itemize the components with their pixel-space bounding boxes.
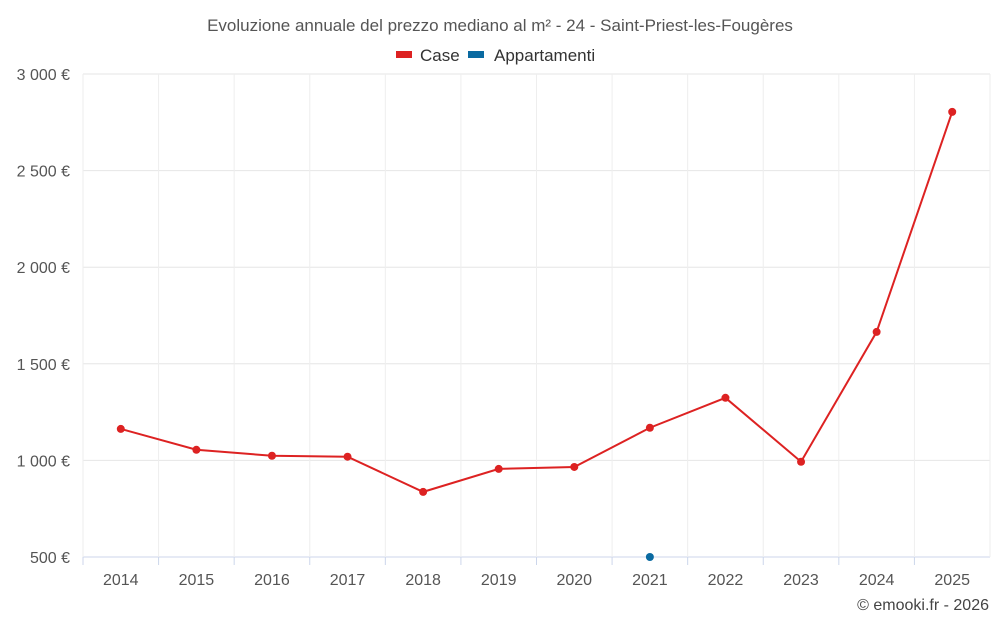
x-tick-label: 2020 <box>556 572 592 589</box>
legend-swatch <box>396 51 412 58</box>
data-point[interactable] <box>872 327 881 336</box>
x-axis: 2014 2015 2016 2017 2018 2019 2020 2021 2022 2023… <box>82 557 970 589</box>
x-tick-label: 2021 <box>632 572 668 589</box>
y-tick-label: 1 000 € <box>17 453 70 470</box>
x-tick-label: 2019 <box>481 572 517 589</box>
grid <box>82 73 991 558</box>
data-point[interactable] <box>419 487 428 496</box>
legend-swatch <box>468 51 484 58</box>
y-tick-label: 1 500 € <box>17 357 70 374</box>
y-tick-label: 500 € <box>30 550 70 567</box>
data-point[interactable] <box>192 445 201 454</box>
legend: Case Appartamenti <box>396 46 595 65</box>
x-tick-label: 2018 <box>405 572 441 589</box>
x-tick-label: 2016 <box>254 572 290 589</box>
data-point[interactable] <box>570 462 579 471</box>
y-tick-label: 2 000 € <box>17 260 70 277</box>
x-tick-label: 2022 <box>708 572 744 589</box>
data-point[interactable] <box>343 452 352 461</box>
chart-title: Evoluzione annuale del prezzo mediano al… <box>207 16 793 35</box>
y-tick-label: 3 000 € <box>17 67 70 84</box>
x-tick-label: 2023 <box>783 572 819 589</box>
data-point[interactable] <box>797 457 806 466</box>
legend-item-case[interactable]: Case <box>396 46 460 65</box>
x-tick-label: 2025 <box>934 572 970 589</box>
x-tick-label: 2017 <box>330 572 366 589</box>
x-tick-label: 2024 <box>859 572 895 589</box>
series <box>116 107 957 561</box>
data-point[interactable] <box>116 424 125 433</box>
x-tick-label: 2015 <box>179 572 215 589</box>
y-tick-label: 2 500 € <box>17 164 70 181</box>
series-line-case <box>120 111 954 493</box>
data-point[interactable] <box>267 451 276 460</box>
credit[interactable]: © emooki.fr - 2026 <box>857 597 989 614</box>
data-point[interactable] <box>948 107 957 116</box>
x-tick-label: 2014 <box>103 572 139 589</box>
legend-label: Case <box>420 46 460 65</box>
legend-label: Appartamenti <box>494 46 595 65</box>
data-point[interactable] <box>494 464 503 473</box>
y-axis: 500 € 1 000 € 1 500 € 2 000 € 2 500 € 3 000 € <box>17 67 70 567</box>
legend-item-appartamenti[interactable]: Appartamenti <box>468 46 595 65</box>
data-point[interactable] <box>645 553 654 561</box>
data-point[interactable] <box>645 423 654 432</box>
data-point[interactable] <box>721 393 730 402</box>
